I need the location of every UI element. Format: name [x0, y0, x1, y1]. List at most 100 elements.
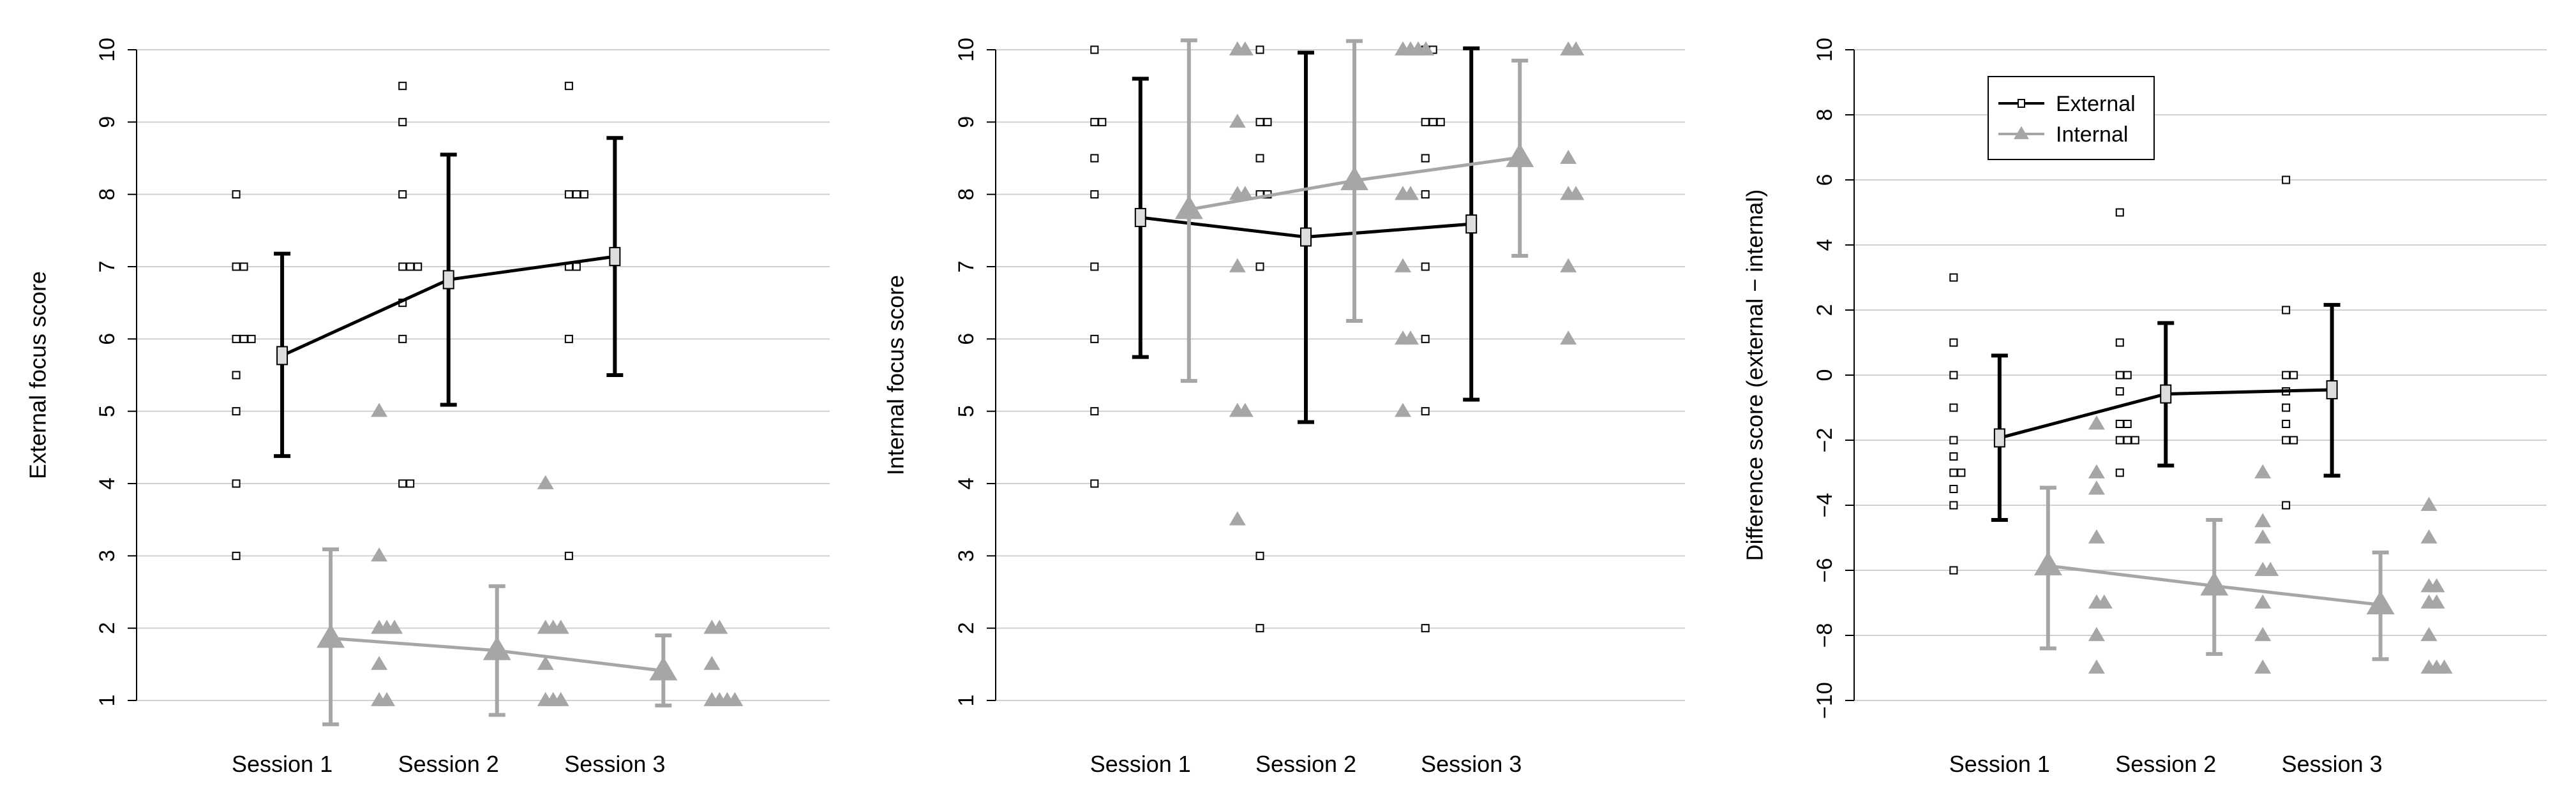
data-point-internal — [2254, 513, 2272, 528]
data-point-external — [1255, 551, 1264, 560]
data-point-internal — [2254, 594, 2272, 609]
y-tick-label: 0 — [1813, 369, 1837, 381]
data-point-external — [239, 334, 248, 343]
data-point-external — [1090, 262, 1099, 271]
data-point-external — [1421, 334, 1430, 343]
legend-marker-external — [2018, 99, 2025, 108]
legend-marker-internal — [2014, 126, 2029, 140]
mean-marker-internal — [1340, 166, 1368, 191]
data-point-external — [2123, 371, 2132, 380]
data-point-external — [1949, 566, 1958, 575]
y-tick-label: 6 — [954, 333, 978, 345]
data-point-external — [2130, 436, 2139, 445]
data-point-external — [1949, 485, 1958, 493]
data-point-external — [1421, 190, 1430, 199]
data-point-internal — [371, 403, 388, 417]
y-tick-label: −4 — [1813, 493, 1837, 518]
y-tick-label: 4 — [1813, 239, 1837, 251]
mean-marker-external — [1465, 214, 1478, 234]
data-point-internal — [1395, 403, 1411, 417]
data-point-internal — [2088, 529, 2105, 544]
data-point-external — [1428, 117, 1437, 126]
data-point-internal — [1402, 330, 1419, 345]
data-point-internal — [1402, 186, 1419, 200]
data-point-internal — [2428, 578, 2445, 593]
data-point-external — [398, 82, 407, 91]
mean-marker-internal — [1506, 143, 1534, 167]
data-point-external — [2282, 501, 2291, 510]
mean-marker-internal — [649, 656, 678, 681]
y-tick-label: 3 — [95, 550, 119, 562]
y-tick-label: 2 — [1813, 304, 1837, 316]
data-point-internal — [2254, 529, 2272, 544]
y-tick-label: 6 — [1813, 174, 1837, 186]
data-point-external — [1949, 501, 1958, 510]
data-point-external — [232, 551, 241, 560]
y-tick-label: 5 — [95, 405, 119, 417]
data-point-external — [232, 190, 241, 199]
data-point-external — [406, 262, 415, 271]
data-point-internal — [1568, 41, 1585, 56]
y-tick-label: 10 — [1813, 38, 1837, 62]
data-point-external — [1255, 117, 1264, 126]
mean-marker-external — [2326, 380, 2338, 399]
y-tick-label: 2 — [954, 622, 978, 634]
data-point-external — [1421, 154, 1430, 163]
y-tick-label: 10 — [95, 38, 119, 62]
data-point-internal — [2262, 561, 2279, 576]
y-tick-label: −8 — [1813, 623, 1837, 648]
mean-marker-external — [276, 346, 288, 366]
mean-marker-external — [2160, 384, 2172, 404]
data-point-external — [1255, 624, 1264, 633]
data-point-external — [2282, 371, 2291, 380]
data-point-internal — [1236, 403, 1254, 417]
data-point-internal — [726, 692, 744, 706]
data-point-internal — [703, 656, 721, 670]
data-point-external — [1949, 468, 1958, 477]
data-point-internal — [2436, 659, 2453, 674]
x-tick-label: Session 3 — [2282, 751, 2383, 777]
legend-label: External — [2056, 92, 2136, 116]
data-point-external — [1421, 117, 1430, 126]
data-point-external — [2115, 420, 2124, 428]
data-point-internal — [2428, 594, 2445, 609]
x-tick-label: Session 1 — [232, 751, 333, 777]
data-point-external — [1090, 117, 1099, 126]
data-point-internal — [1395, 258, 1411, 272]
data-point-external — [1090, 407, 1099, 416]
x-tick-label: Session 3 — [1421, 751, 1522, 777]
y-tick-label: 9 — [954, 116, 978, 128]
data-point-external — [2115, 338, 2124, 347]
data-point-internal — [2088, 480, 2105, 495]
data-point-external — [1090, 479, 1099, 488]
data-point-internal — [2420, 496, 2437, 511]
data-point-internal — [537, 656, 554, 670]
y-tick-label: 4 — [95, 478, 119, 490]
data-point-external — [1436, 117, 1445, 126]
data-point-external — [2115, 436, 2124, 445]
mean-marker-external — [1300, 227, 1312, 247]
data-point-external — [2115, 387, 2124, 396]
y-tick-label: 8 — [1813, 109, 1837, 121]
legend-label: Internal — [2056, 122, 2128, 147]
data-point-external — [239, 262, 248, 271]
data-point-external — [1255, 262, 1264, 271]
y-tick-label: 1 — [95, 695, 119, 707]
data-point-internal — [1236, 41, 1254, 56]
y-tick-label: 5 — [954, 405, 978, 417]
data-point-internal — [371, 547, 388, 562]
x-tick-label: Session 2 — [398, 751, 499, 777]
mean-marker-internal — [483, 636, 511, 660]
data-point-external — [1957, 468, 1966, 477]
data-point-external — [1090, 334, 1099, 343]
data-point-external — [398, 190, 407, 199]
data-point-external — [1421, 407, 1430, 416]
data-point-external — [1949, 273, 1958, 282]
data-point-external — [1421, 262, 1430, 271]
data-point-external — [2282, 403, 2291, 412]
data-point-internal — [2254, 626, 2272, 641]
data-point-external — [398, 334, 407, 343]
data-point-external — [564, 334, 573, 343]
